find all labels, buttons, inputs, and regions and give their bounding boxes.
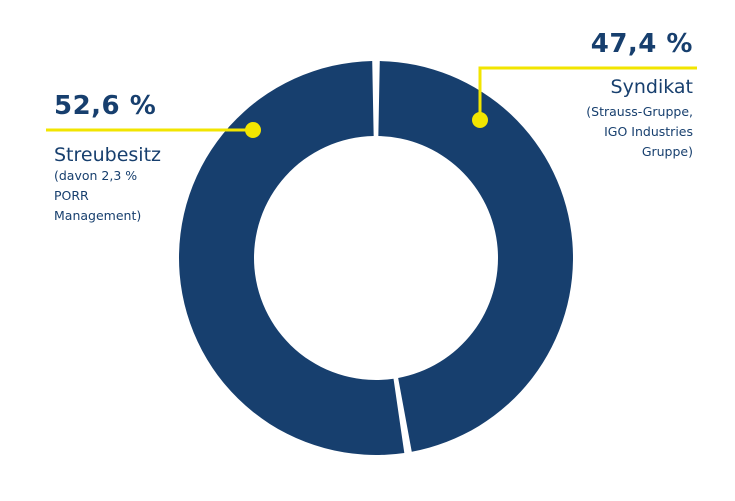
streubesitz-note: (davon 2,3 % PORR Management)	[54, 168, 142, 223]
syndikat-leader-dot	[472, 112, 488, 128]
syndikat-category-label: Syndikat	[610, 76, 693, 98]
donut-slice-syndikat	[378, 61, 573, 452]
streubesitz-leader-dot	[245, 122, 261, 138]
syndikat-note: (Strauss-Gruppe, IGO Industries Gruppe)	[586, 104, 693, 159]
leader-lines	[46, 66, 697, 138]
streubesitz-percentage-label: 52,6 %	[54, 91, 157, 121]
syndikat-leader-line	[478, 66, 697, 120]
donut-slices	[178, 61, 573, 456]
donut-slice-streubesitz	[178, 61, 405, 456]
streubesitz-category-label: Streubesitz	[54, 144, 161, 166]
syndikat-percentage-label: 47,4 %	[590, 29, 693, 59]
